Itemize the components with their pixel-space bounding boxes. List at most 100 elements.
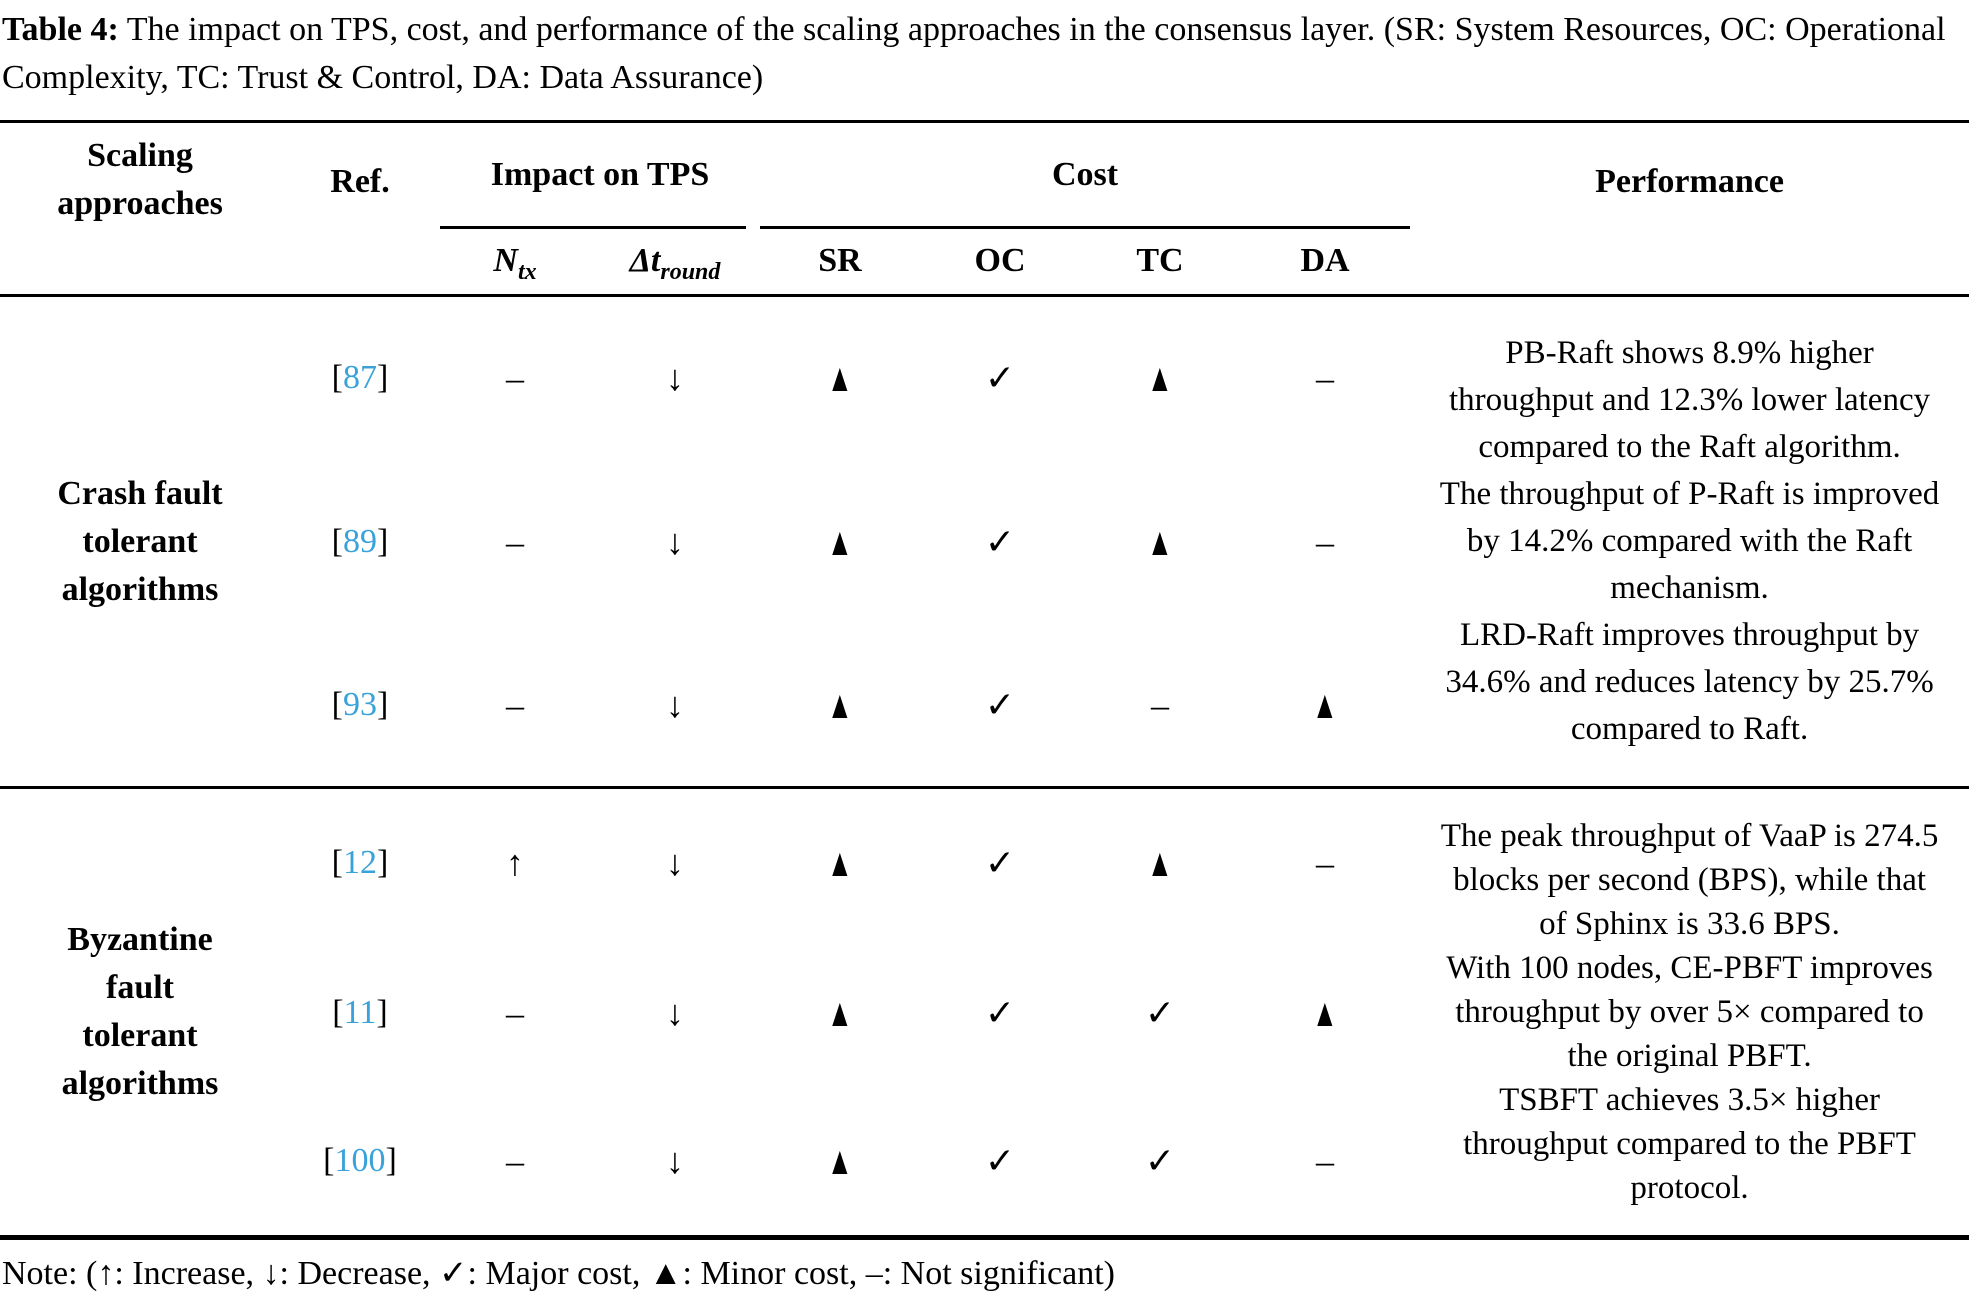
ref-close-bracket: ] (385, 1142, 397, 1180)
da-symbol-value: ▲ (1312, 682, 1338, 727)
ref-cell: [11] (280, 938, 440, 1088)
da-symbol-value: – (1316, 521, 1335, 562)
dt-round-cell: ↓ (590, 460, 760, 624)
da-cell: ▲ (1240, 938, 1410, 1088)
header-impact-on-tps: Impact on TPS (440, 122, 760, 229)
table-row: [11] – ↓ ▲ ✓ ✓ ▲ (0, 938, 1969, 1088)
sr-cell: ▲ (760, 1088, 920, 1238)
header-ref: Ref. (330, 163, 390, 200)
da-symbol-value: – (1316, 843, 1335, 884)
oc-cell: ✓ (920, 788, 1080, 938)
legend-note: Note: (↑: Increase, ↓: Decrease, ✓: Majo… (2, 1255, 1116, 1292)
citation-link[interactable]: 100 (334, 1142, 386, 1180)
ntx-symbol-value: ↑ (506, 843, 524, 884)
ref-close-bracket: ] (377, 522, 389, 560)
sr-cell: ▲ (760, 460, 920, 624)
caption-text: The impact on TPS, cost, and performance… (2, 11, 1946, 96)
oc-symbol-value: ✓ (984, 684, 1016, 725)
dt-round-cell: ↓ (590, 788, 760, 938)
ref-open-bracket: [ (331, 359, 343, 397)
ref-cell: [87] (280, 296, 440, 460)
ref-close-bracket: ] (377, 844, 389, 882)
delta-t-round-symbol: Δtround (629, 242, 721, 286)
tc-symbol-value: – (1151, 684, 1169, 725)
subheader-da: DA (1300, 242, 1350, 280)
ref-cell: [89] (280, 460, 440, 624)
sr-cell: ▲ (760, 788, 920, 938)
sr-symbol-value: ▲ (827, 841, 853, 886)
tc-symbol-value: ▲ (1147, 356, 1173, 401)
ref-open-bracket: [ (331, 522, 343, 560)
header-performance: Performance (1595, 163, 1784, 200)
ref-close-bracket: ] (376, 993, 388, 1031)
citation-link[interactable]: 93 (343, 685, 377, 723)
ref-cell: [93] (280, 624, 440, 788)
sr-cell: ▲ (760, 938, 920, 1088)
caption-label: Table 4: (2, 11, 119, 48)
oc-symbol-value: ✓ (984, 358, 1016, 399)
citation-link[interactable]: 89 (343, 522, 377, 560)
ntx-symbol-value: – (506, 684, 524, 725)
ntx-symbol-value: – (506, 1141, 524, 1182)
dt-round-cell: ↓ (590, 624, 760, 788)
ntx-symbol-value: – (506, 992, 524, 1033)
oc-symbol-value: ✓ (984, 992, 1016, 1033)
tc-cell: ✓ (1080, 938, 1240, 1088)
da-symbol-value: ▲ (1312, 990, 1338, 1035)
table-row: [100] – ↓ ▲ ✓ ✓ – (0, 1088, 1969, 1238)
sr-symbol-value: ▲ (827, 519, 853, 564)
oc-cell: ✓ (920, 460, 1080, 624)
ntx-cell: – (440, 296, 590, 460)
sr-cell: ▲ (760, 296, 920, 460)
tc-cell: – (1080, 624, 1240, 788)
table-row: Crash fault tolerant algorithms [87] – ↓ ▲… (0, 296, 1969, 747)
table-row: Byzantine fault tolerant algorithms [12] ↑ … (0, 788, 1969, 1206)
sr-symbol-value: ▲ (827, 682, 853, 727)
dt-round-cell: ↓ (590, 296, 760, 460)
oc-symbol-value: ✓ (984, 521, 1016, 562)
tc-cell: ▲ (1080, 296, 1240, 460)
impact-on-tps-label: Impact on TPS (490, 155, 710, 193)
ntx-cell: – (440, 1088, 590, 1238)
subheader-tc: TC (1136, 242, 1184, 280)
consensus-scaling-table: Scaling approaches Ref. Impact on TPS Cos… (0, 120, 1969, 1240)
da-cell: – (1240, 296, 1410, 460)
ref-open-bracket: [ (332, 993, 344, 1031)
header-cost: Cost (760, 122, 1411, 229)
group-label-byzantine-fault: Byzantine fault tolerant algorithms (61, 921, 219, 1102)
sr-symbol-value: ▲ (827, 356, 853, 401)
citation-link[interactable]: 12 (343, 844, 377, 882)
performance-cell-crash-fault: PB-Raft shows 8.9% higher throughput and… (1439, 335, 1940, 747)
citation-link[interactable]: 87 (343, 359, 377, 397)
ref-open-bracket: [ (331, 844, 343, 882)
da-cell: ▲ (1240, 624, 1410, 788)
tc-symbol-value: ✓ (1144, 1141, 1176, 1182)
dt-symbol-value: ↓ (666, 843, 684, 884)
cost-rule (760, 225, 1411, 229)
dt-symbol-value: ↓ (666, 521, 684, 562)
group-crash-fault-tolerant: Crash fault tolerant algorithms [87] – ↓ ▲… (0, 296, 1969, 788)
ref-cell: [12] (280, 788, 440, 938)
da-symbol-value: – (1316, 358, 1335, 399)
cost-label: Cost (1051, 155, 1119, 193)
da-cell: – (1240, 1088, 1410, 1238)
ref-open-bracket: [ (323, 1142, 335, 1180)
tc-symbol-value: ▲ (1147, 841, 1173, 886)
ref-close-bracket: ] (377, 359, 389, 397)
dt-symbol-value: ↓ (666, 684, 684, 725)
oc-cell: ✓ (920, 1088, 1080, 1238)
dt-symbol-value: ↓ (666, 992, 684, 1033)
ntx-symbol-value: – (506, 521, 524, 562)
subheader-sr: SR (818, 242, 862, 280)
citation-link[interactable]: 11 (343, 993, 377, 1031)
subheader-oc: OC (974, 242, 1026, 280)
dt-symbol-value: ↓ (666, 358, 684, 399)
table-header: Scaling approaches Ref. Impact on TPS Cos… (0, 122, 1969, 296)
header-row-groups: Scaling approaches Ref. Impact on TPS Cos… (0, 122, 1969, 229)
group-label-crash-fault: Crash fault tolerant algorithms (57, 474, 223, 608)
tc-cell: ✓ (1080, 1088, 1240, 1238)
impact-on-tps-rule (440, 225, 746, 229)
oc-cell: ✓ (920, 296, 1080, 460)
header-scaling-approaches: Scaling approaches (57, 137, 223, 222)
table-caption: Table 4: The impact on TPS, cost, and pe… (0, 0, 1969, 102)
